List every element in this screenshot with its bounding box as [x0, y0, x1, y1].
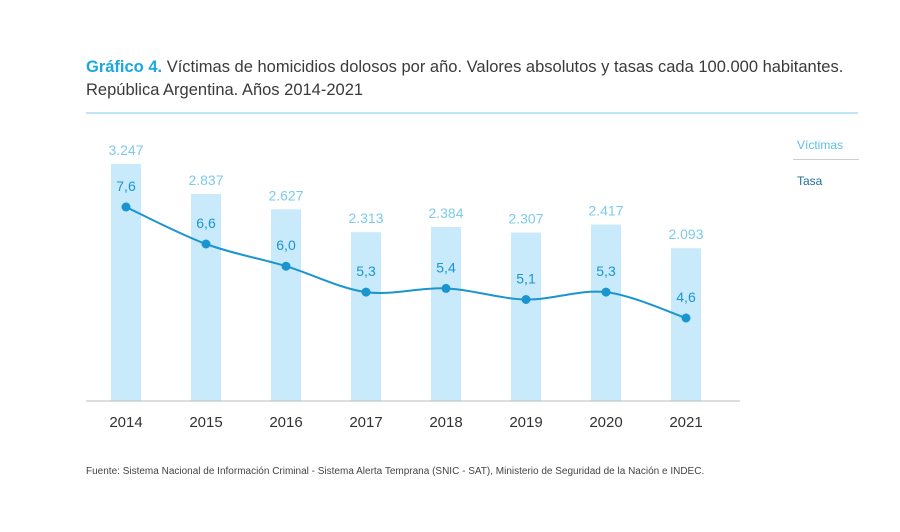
- bar-2020: [591, 224, 621, 401]
- chart-title-text: Víctimas de homicidios dolosos por año. …: [162, 58, 844, 76]
- x-tick-2015: 2015: [189, 414, 222, 431]
- rate-label-2020: 5,3: [596, 263, 616, 279]
- rate-point-2016: [281, 261, 291, 271]
- legend-victimas: Víctimas: [797, 138, 844, 152]
- bar-2021: [671, 248, 701, 401]
- bar-label-2016: 2.627: [268, 187, 303, 203]
- rate-point-2017: [361, 287, 371, 297]
- rate-point-2018: [441, 283, 451, 293]
- x-tick-2014: 2014: [109, 414, 142, 431]
- bar-label-2015: 2.837: [188, 172, 223, 188]
- bar-2018: [431, 226, 461, 401]
- bar-2019: [511, 232, 541, 401]
- rate-label-2015: 6,6: [196, 215, 216, 231]
- bar-label-2020: 2.417: [588, 203, 623, 219]
- source-note: Fuente: Sistema Nacional de Información …: [86, 466, 705, 477]
- rate-point-2021: [681, 313, 691, 323]
- x-tick-2018: 2018: [429, 414, 462, 431]
- bar-2014: [111, 164, 141, 401]
- rate-point-2015: [201, 239, 211, 249]
- rate-line: [125, 206, 687, 319]
- rate-label-2018: 5,4: [436, 259, 456, 275]
- rate-label-2021: 4,6: [676, 289, 696, 305]
- rate-label-2016: 6,0: [276, 237, 296, 253]
- bar-label-2019: 2.307: [508, 211, 543, 227]
- bar-2015: [191, 193, 221, 401]
- bar-label-2017: 2.313: [348, 210, 383, 226]
- x-tick-2020: 2020: [589, 414, 622, 431]
- rate-label-2019: 5,1: [516, 271, 536, 287]
- rate-point-2019: [521, 295, 531, 304]
- x-tick-2016: 2016: [269, 414, 302, 431]
- x-tick-2019: 2019: [509, 414, 542, 431]
- chart-subtitle: República Argentina. Años 2014-2021: [86, 81, 364, 99]
- bar-label-2018: 2.384: [428, 205, 463, 221]
- rate-point-2014: [121, 202, 131, 212]
- bar-label-2021: 2.093: [668, 226, 703, 242]
- chart-title-lead: Gráfico 4.: [86, 58, 163, 76]
- rate-label-2014: 7,6: [116, 178, 136, 194]
- bar-2016: [271, 209, 301, 401]
- x-tick-2021: 2021: [669, 414, 702, 431]
- legend-tasa: Tasa: [797, 174, 823, 188]
- legend-divider: [793, 159, 859, 160]
- bar-2017: [351, 232, 381, 401]
- chart-title: Gráfico 4. Víctimas de homicidios doloso…: [86, 56, 876, 102]
- rate-point-2020: [601, 287, 611, 297]
- bar-label-2014: 3.247: [108, 142, 143, 158]
- rate-label-2017: 5,3: [356, 263, 376, 279]
- x-tick-2017: 2017: [349, 414, 382, 431]
- title-divider: [86, 112, 858, 114]
